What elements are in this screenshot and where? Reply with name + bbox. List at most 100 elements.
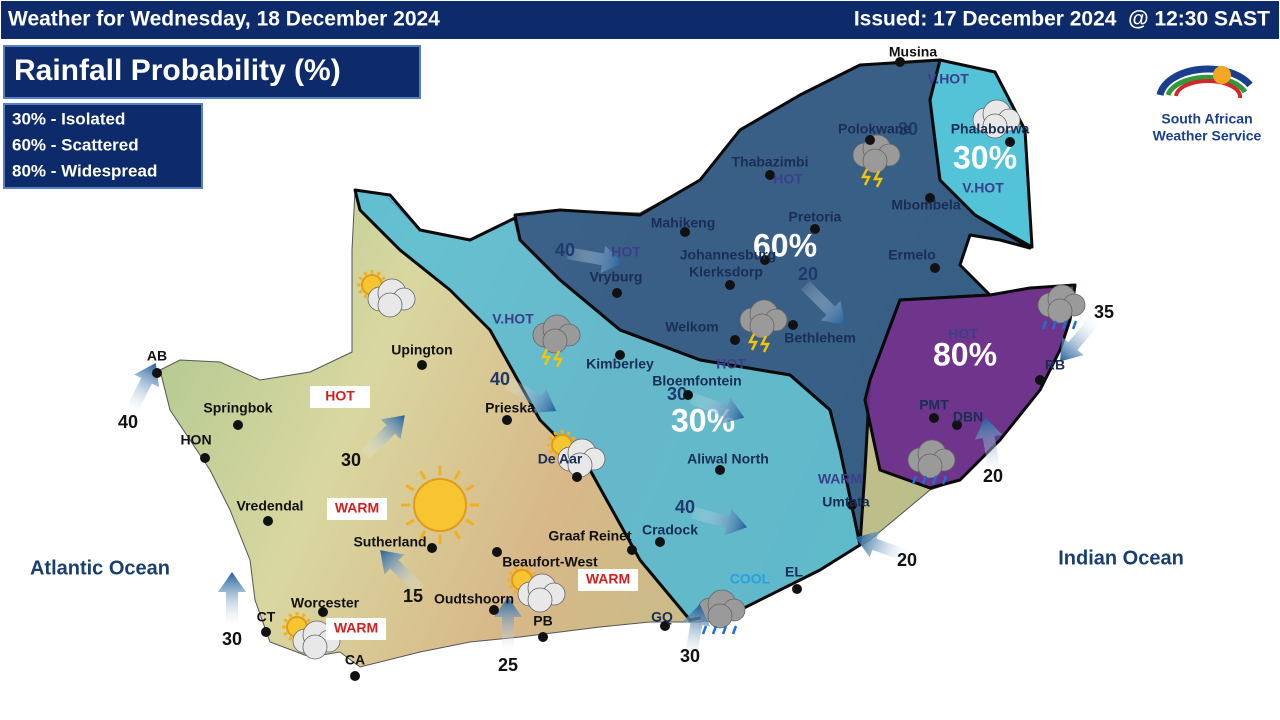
place-name: Springbok <box>203 400 272 416</box>
place-dot <box>350 671 360 681</box>
place-name: DBN <box>953 409 983 425</box>
weather-icon <box>282 612 341 660</box>
sun-ray <box>363 271 368 276</box>
sun-ray <box>363 294 368 299</box>
logo-arc <box>1156 65 1253 96</box>
wind-arrow <box>218 572 246 628</box>
wind-speed: 40 <box>555 240 575 260</box>
place-name: Prieska <box>485 400 535 416</box>
wind-arrow <box>360 415 405 460</box>
wind-speed: 40 <box>675 497 695 517</box>
place-dot <box>725 280 735 290</box>
temp-tag: HOT <box>325 388 355 404</box>
place-dot <box>792 584 802 594</box>
wind-speed: 40 <box>490 369 510 389</box>
temp-tag: HOT <box>716 356 746 372</box>
logo-arc <box>1165 74 1248 97</box>
wind-arrow <box>691 506 748 536</box>
place-name: Polokwane <box>838 121 911 137</box>
place-name: Bethlehem <box>784 330 856 346</box>
place-dot <box>200 453 210 463</box>
raindrop <box>711 625 718 635</box>
place-name: EL <box>785 564 803 580</box>
temp-tag: V.HOT <box>962 180 1004 196</box>
place-dot <box>683 390 693 400</box>
place-dot <box>502 415 512 425</box>
place-name: RB <box>1045 357 1065 373</box>
place-name: Phalaborwa <box>951 121 1030 137</box>
raindrop <box>941 475 948 485</box>
place-dot <box>612 288 622 298</box>
place-dot <box>895 57 905 67</box>
place-name: Umtata <box>822 494 870 510</box>
raindrop <box>911 475 918 485</box>
place-name: Sutherland <box>353 534 426 550</box>
zone-label: 80% <box>933 336 997 372</box>
temp-tag-box <box>310 386 370 408</box>
place-dot <box>847 500 857 510</box>
cloud <box>377 292 403 318</box>
place-name: Oudtshoorn <box>434 591 514 607</box>
sun-ray <box>513 589 518 594</box>
raindrop <box>1041 320 1048 330</box>
sun-ray <box>553 454 558 459</box>
sun-ray <box>301 613 306 618</box>
place-dot <box>152 368 162 378</box>
place-dot <box>788 320 798 330</box>
place-name: Johannesburg <box>680 247 776 263</box>
cloud <box>862 148 888 174</box>
cloud <box>1047 298 1073 324</box>
raindrop <box>921 475 928 485</box>
wind-arrow <box>1060 314 1101 362</box>
place-dot <box>660 621 670 631</box>
place-dot <box>1035 375 1045 385</box>
temp-tag: HOT <box>948 326 978 342</box>
sun-ray <box>405 484 415 492</box>
place-dot <box>492 547 502 557</box>
temp-tag: HOT <box>611 244 641 260</box>
raindrop <box>731 625 738 635</box>
header-bar <box>0 0 1280 41</box>
temp-tag: COOL <box>730 571 771 587</box>
place-name: Graaf Reinet <box>548 528 632 544</box>
sun-ray <box>358 289 363 294</box>
place-dot <box>627 545 637 555</box>
ocean-label: Atlantic Ocean <box>30 557 170 579</box>
place-name: Musina <box>889 44 937 60</box>
sun-ray <box>405 518 415 526</box>
lightning <box>747 333 759 351</box>
wind-speed: 20 <box>798 264 818 284</box>
place-dot <box>615 350 625 360</box>
place-name: Vredendal <box>237 498 304 514</box>
sun-ray <box>419 530 427 540</box>
temp-tag-box <box>578 569 638 591</box>
sun-ray <box>526 566 531 571</box>
sun-ray <box>548 436 553 441</box>
sun-ray <box>508 571 513 576</box>
temp-tag: WARM <box>586 571 630 587</box>
raindrop <box>931 475 938 485</box>
sun-ray <box>306 618 311 623</box>
rain-zone <box>863 283 1077 490</box>
place-dot <box>489 605 499 615</box>
cloud <box>542 328 568 354</box>
place-dot <box>1005 137 1015 147</box>
sun-ray <box>288 636 293 641</box>
sun-ray <box>571 436 576 441</box>
cloud <box>982 113 1008 139</box>
weather-icon <box>547 430 606 478</box>
weather-icon <box>532 314 581 368</box>
legend-entry: 60% - Scattered <box>12 135 139 154</box>
place-dot <box>865 135 875 145</box>
temp-tag-box <box>326 618 386 640</box>
wind-arrow <box>380 550 425 595</box>
lightning <box>860 168 872 186</box>
forecast-date: Weather for Wednesday, 18 December 2024 <box>8 8 440 31</box>
sun-ray <box>358 276 363 281</box>
place-dot <box>810 224 820 234</box>
temp-tag: V.HOT <box>927 71 969 87</box>
temp-tag: WARM <box>335 500 379 516</box>
cloud <box>917 453 943 479</box>
lightning <box>872 170 884 188</box>
place-name: Pretoria <box>789 209 842 225</box>
